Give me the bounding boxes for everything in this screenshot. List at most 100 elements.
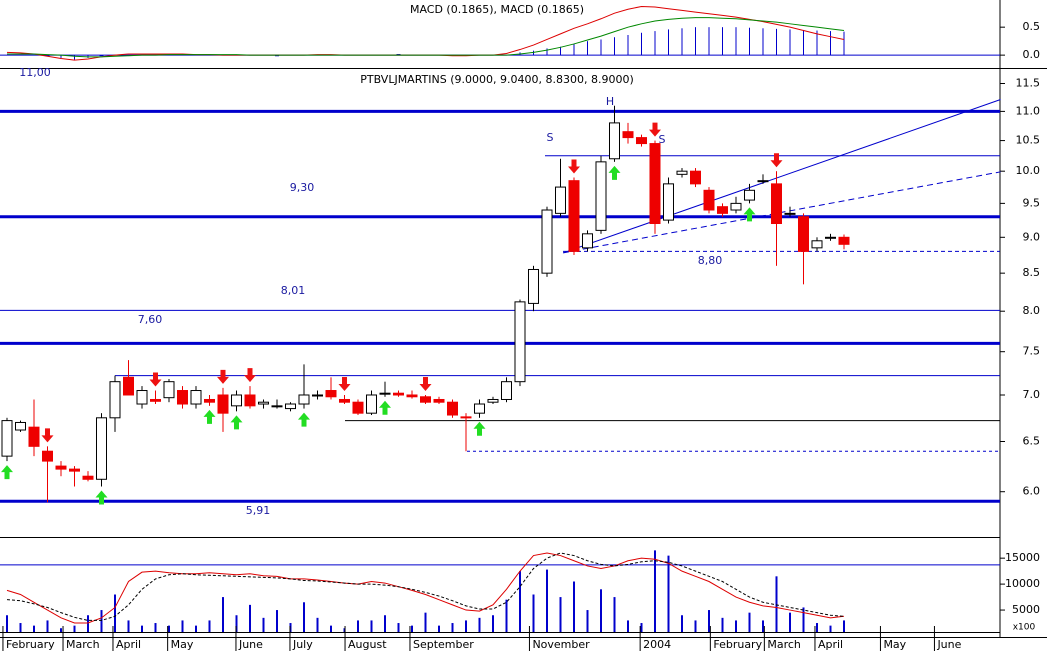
candle-body bbox=[257, 401, 269, 405]
candle-body bbox=[797, 216, 809, 252]
sell-arrow bbox=[41, 428, 54, 443]
sell-arrow bbox=[149, 372, 162, 387]
buy-arrow bbox=[378, 400, 391, 415]
pattern-label: H bbox=[606, 95, 614, 108]
candle-body bbox=[757, 180, 769, 183]
candle-body bbox=[500, 381, 512, 400]
macd-title: MACD (0.1865), MACD (0.1865) bbox=[410, 3, 584, 16]
y-tick-label: 8.0 bbox=[1023, 304, 1041, 317]
y-tick-label: 7.0 bbox=[1023, 388, 1041, 401]
buy-arrow bbox=[0, 465, 13, 480]
buy-arrow bbox=[473, 421, 486, 436]
candle-body bbox=[662, 183, 674, 221]
candle-body bbox=[554, 186, 566, 214]
candle-body bbox=[392, 392, 404, 396]
x-tick-label: February bbox=[6, 638, 55, 651]
candle-body bbox=[284, 403, 296, 410]
candle-body bbox=[770, 183, 782, 225]
unit-label: x100 bbox=[1013, 623, 1036, 633]
candle-body bbox=[190, 390, 202, 405]
candle-body bbox=[271, 405, 283, 408]
candle-body bbox=[446, 401, 458, 416]
level-label: 9,30 bbox=[290, 181, 315, 194]
y-tick-label: 10.0 bbox=[1016, 164, 1041, 177]
sell-arrow bbox=[567, 159, 580, 174]
pattern-label: S bbox=[659, 133, 666, 146]
x-tick-label: May bbox=[883, 638, 906, 651]
x-tick-label: November bbox=[532, 638, 590, 651]
buy-arrow bbox=[95, 490, 108, 505]
candle-body bbox=[230, 394, 242, 407]
y-tick-label: 11.0 bbox=[1016, 104, 1041, 117]
y-tick-label: 10000 bbox=[1005, 577, 1040, 590]
candle-body bbox=[635, 137, 647, 145]
sell-arrow bbox=[216, 369, 229, 384]
candle-body bbox=[55, 465, 67, 470]
candle-body bbox=[608, 122, 620, 160]
sell-arrow bbox=[243, 368, 256, 383]
macd-line bbox=[6, 17, 845, 58]
x-tick-label: June bbox=[238, 638, 263, 651]
candle-body bbox=[122, 376, 134, 396]
candle-body bbox=[419, 396, 431, 403]
trendline bbox=[563, 99, 1001, 254]
level-label: 8,01 bbox=[281, 284, 306, 297]
buy-arrow bbox=[743, 207, 756, 222]
candle-body bbox=[716, 206, 728, 214]
y-tick-label: 5000 bbox=[1012, 603, 1040, 616]
candle-body bbox=[568, 180, 580, 252]
sell-arrow bbox=[419, 376, 432, 391]
x-tick-label: August bbox=[348, 638, 387, 651]
x-tick-label: March bbox=[66, 638, 100, 651]
x-tick-label: 2004 bbox=[643, 638, 671, 651]
candle-body bbox=[406, 394, 418, 398]
candle-body bbox=[595, 161, 607, 231]
candle-body bbox=[365, 394, 377, 414]
candle-body bbox=[622, 131, 634, 139]
candle-body bbox=[649, 143, 661, 225]
candle-body bbox=[149, 398, 161, 402]
candle-body bbox=[676, 170, 688, 175]
candle-body bbox=[298, 394, 310, 405]
x-tick-label: April bbox=[116, 638, 141, 651]
candle-body bbox=[824, 236, 836, 239]
candle-body bbox=[136, 390, 148, 405]
candle-body bbox=[460, 416, 472, 419]
y-tick-label: 0.5 bbox=[1023, 20, 1041, 33]
buy-arrow bbox=[297, 412, 310, 427]
candle-body bbox=[95, 417, 107, 480]
x-tick-label: June bbox=[936, 638, 961, 651]
y-tick-label: 9.5 bbox=[1023, 196, 1041, 209]
y-tick-label: 0.0 bbox=[1023, 48, 1041, 61]
y-tick-label: 6.5 bbox=[1023, 434, 1041, 447]
x-tick-label: July bbox=[292, 638, 313, 651]
candle-body bbox=[325, 390, 337, 398]
price-title: PTBVLJMARTINS (9.0000, 9.0400, 8.8300, 8… bbox=[360, 73, 634, 86]
sell-arrow bbox=[338, 376, 351, 391]
y-tick-label: 10.5 bbox=[1016, 134, 1041, 147]
candle-body bbox=[28, 426, 40, 447]
candle-body bbox=[14, 421, 26, 431]
candle-body bbox=[730, 202, 742, 211]
candle-body bbox=[1, 420, 13, 457]
candle-body bbox=[838, 236, 850, 245]
x-tick-label: March bbox=[767, 638, 801, 651]
candle-body bbox=[541, 209, 553, 274]
y-tick-label: 9.0 bbox=[1023, 230, 1041, 243]
candle-body bbox=[487, 398, 499, 403]
pattern-label: S bbox=[547, 131, 554, 144]
candle-body bbox=[689, 170, 701, 185]
level-label: 5,91 bbox=[246, 504, 271, 517]
candle-body bbox=[163, 381, 175, 399]
candle-body bbox=[743, 189, 755, 201]
level-label: 7,60 bbox=[138, 313, 163, 326]
candle-body bbox=[352, 401, 364, 414]
candle-body bbox=[703, 189, 715, 211]
candle-body bbox=[311, 394, 323, 397]
candle-body bbox=[109, 381, 121, 419]
y-tick-label: 7.5 bbox=[1023, 345, 1041, 358]
y-tick-label: 8.5 bbox=[1023, 266, 1041, 279]
candle-body bbox=[244, 394, 256, 407]
buy-arrow bbox=[608, 165, 621, 180]
